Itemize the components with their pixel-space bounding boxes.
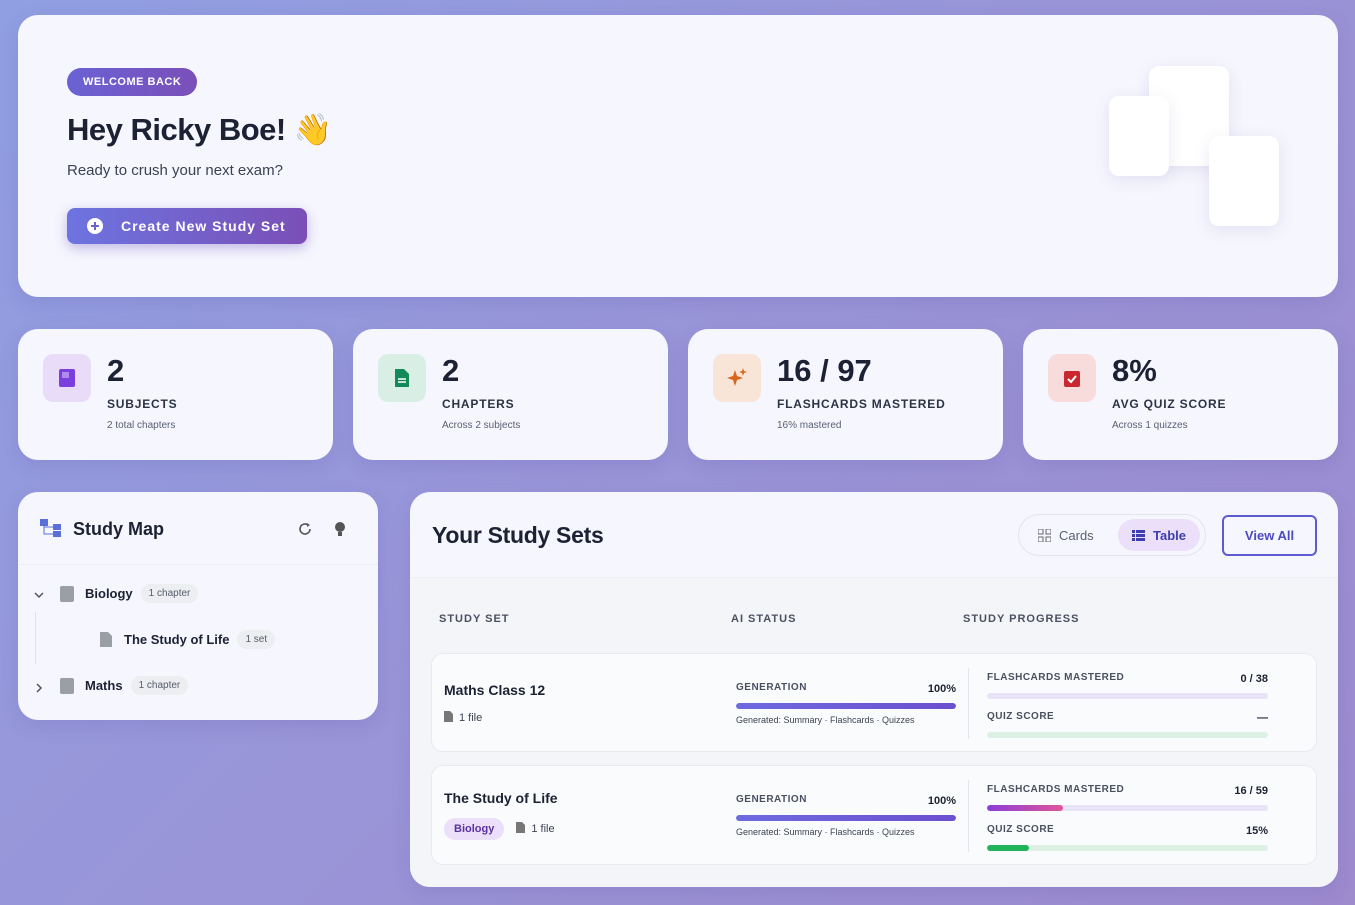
- stat-value: 2: [442, 353, 460, 388]
- stat-icon: [378, 354, 426, 402]
- expand-icon[interactable]: [34, 683, 44, 693]
- subject-tag: Biology: [444, 818, 505, 840]
- node-label: Maths: [85, 678, 123, 693]
- progress-value: —: [1257, 712, 1268, 724]
- stat-note: 2 total chapters: [107, 420, 176, 431]
- progress-label: QUIZ SCORE: [987, 824, 1055, 835]
- view-option-label: Table: [1153, 527, 1186, 543]
- hero-card: WELCOME BACK Hey Ricky Boe! 👋 Ready to c…: [18, 15, 1338, 297]
- file-count: 1 file: [531, 823, 555, 835]
- map-icon: [40, 519, 61, 537]
- tip-button[interactable]: [334, 521, 346, 537]
- refresh-button[interactable]: [298, 522, 312, 536]
- decoration: [1209, 136, 1279, 226]
- status-value: 100%: [927, 795, 956, 807]
- tree-node[interactable]: The Study of Life 1 set: [100, 630, 276, 649]
- create-button-label: Create New Study Set: [121, 218, 286, 234]
- stat-value: 2: [107, 353, 125, 388]
- file-icon: [516, 822, 526, 836]
- file-icon: [444, 711, 453, 725]
- decoration: [1109, 96, 1169, 176]
- status-note: Generated: Summary · Flashcards · Quizze…: [736, 827, 915, 837]
- stat-note: 16% mastered: [777, 420, 842, 431]
- progress-track: [987, 805, 1268, 811]
- status-value: 100%: [927, 683, 956, 695]
- progress-label: QUIZ SCORE: [987, 711, 1055, 722]
- study-map-card: Study Map Biology 1 chapter The Study of …: [18, 492, 378, 720]
- column-header: STUDY PROGRESS: [963, 613, 1080, 625]
- stat-value: 8%: [1112, 353, 1157, 388]
- progress-bar: [736, 815, 956, 821]
- tree-node[interactable]: Biology 1 chapter: [60, 584, 199, 603]
- file-count: 1 file: [459, 712, 483, 724]
- stat-icon: [43, 354, 91, 402]
- column-header: STUDY SET: [439, 613, 510, 625]
- set-name: The Study of Life: [444, 790, 558, 806]
- progress-track: [736, 703, 956, 709]
- stat-note: Across 1 quizzes: [1112, 420, 1188, 431]
- study-set-row[interactable]: Maths Class 12 1 file GENERATION 100% Genera…: [431, 653, 1317, 752]
- stat-value: 16 / 97: [777, 353, 872, 388]
- study-map-header: Study Map: [18, 492, 378, 565]
- divider: [968, 780, 969, 852]
- tree-line: [35, 612, 36, 664]
- view-option[interactable]: Cards: [1024, 519, 1108, 551]
- study-sets-header: Your Study Sets Cards Table View All: [410, 492, 1338, 578]
- collapse-icon[interactable]: [34, 590, 44, 600]
- progress-bar: [987, 845, 1030, 851]
- progress-value: 16 / 59: [1234, 785, 1268, 797]
- stat-card: 2 SUBJECTS 2 total chapters: [18, 329, 333, 460]
- study-sets-card: Your Study Sets Cards Table View All STUD…: [410, 492, 1338, 887]
- stat-note: Across 2 subjects: [442, 420, 521, 431]
- view-option[interactable]: Table: [1118, 519, 1200, 551]
- progress-track: [987, 845, 1268, 851]
- greeting: Hey Ricky Boe! 👋: [67, 112, 332, 147]
- progress-label: FLASHCARDS MASTERED: [987, 784, 1125, 795]
- create-button[interactable]: Create New Study Set: [67, 208, 307, 244]
- progress-value: 15%: [1245, 825, 1268, 837]
- stat-card: 16 / 97 FLASHCARDS MASTERED 16% mastered: [688, 329, 1003, 460]
- view-all-button[interactable]: View All: [1222, 515, 1317, 556]
- status-label: GENERATION: [736, 794, 807, 805]
- stat-icon: [1048, 354, 1096, 402]
- progress-track: [987, 693, 1268, 699]
- stat-label: CHAPTERS: [442, 397, 515, 411]
- view-option-label: Cards: [1059, 527, 1094, 543]
- progress-label: FLASHCARDS MASTERED: [987, 672, 1125, 683]
- progress-bar: [987, 805, 1064, 811]
- study-map-title: Study Map: [73, 519, 165, 539]
- status-label: GENERATION: [736, 682, 807, 693]
- set-meta: Biology 1 file: [444, 818, 555, 840]
- tree-node[interactable]: Maths 1 chapter: [60, 676, 189, 695]
- status-note: Generated: Summary · Flashcards · Quizze…: [736, 715, 915, 725]
- welcome-badge: WELCOME BACK: [67, 68, 198, 96]
- set-meta: 1 file: [444, 711, 482, 725]
- progress-track: [736, 815, 956, 821]
- node-badge: 1 set: [237, 630, 276, 649]
- set-name: Maths Class 12: [444, 682, 546, 698]
- stat-icon: [713, 354, 761, 402]
- subtitle: Ready to crush your next exam?: [67, 162, 283, 179]
- node-badge: 1 chapter: [130, 676, 189, 695]
- stat-card: 8% AVG QUIZ SCORE Across 1 quizzes: [1023, 329, 1338, 460]
- node-label: The Study of Life: [124, 632, 230, 647]
- node-badge: 1 chapter: [140, 584, 199, 603]
- stat-label: AVG QUIZ SCORE: [1112, 397, 1227, 411]
- column-header: AI STATUS: [731, 613, 797, 625]
- progress-track: [987, 732, 1268, 738]
- plus-icon: [87, 218, 103, 234]
- stat-label: SUBJECTS: [107, 397, 178, 411]
- progress-bar: [736, 703, 956, 709]
- study-set-row[interactable]: The Study of Life Biology 1 file GENERATION…: [431, 765, 1317, 865]
- divider: [968, 668, 969, 739]
- progress-value: 0 / 38: [1240, 673, 1268, 685]
- stat-card: 2 CHAPTERS Across 2 subjects: [353, 329, 668, 460]
- study-sets-title: Your Study Sets: [432, 522, 604, 548]
- view-toggle: Cards Table: [1018, 514, 1206, 556]
- node-label: Biology: [85, 586, 133, 601]
- study-sets-table: STUDY SET AI STATUS STUDY PROGRESS Maths…: [410, 578, 1338, 887]
- stat-label: FLASHCARDS MASTERED: [777, 397, 946, 411]
